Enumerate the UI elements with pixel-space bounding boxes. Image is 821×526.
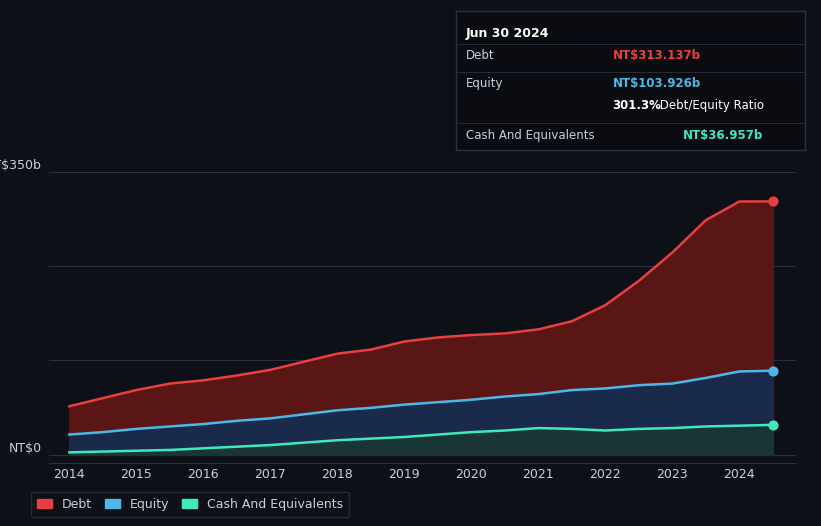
Text: NT$313.137b: NT$313.137b — [612, 48, 700, 62]
Point — [766, 421, 779, 429]
Text: Debt: Debt — [466, 48, 495, 62]
Text: NT$103.926b: NT$103.926b — [612, 76, 701, 89]
Text: Cash And Equivalents: Cash And Equivalents — [466, 129, 594, 143]
Point — [766, 367, 779, 375]
Text: 301.3%: 301.3% — [612, 99, 662, 112]
Text: Equity: Equity — [466, 76, 503, 89]
Text: NT$350b: NT$350b — [0, 158, 42, 171]
Text: Debt/Equity Ratio: Debt/Equity Ratio — [656, 99, 764, 112]
Text: NT$36.957b: NT$36.957b — [682, 129, 763, 143]
Text: Jun 30 2024: Jun 30 2024 — [466, 27, 549, 41]
Text: NT$0: NT$0 — [9, 442, 42, 455]
Legend: Debt, Equity, Cash And Equivalents: Debt, Equity, Cash And Equivalents — [31, 492, 349, 517]
Point — [766, 197, 779, 206]
